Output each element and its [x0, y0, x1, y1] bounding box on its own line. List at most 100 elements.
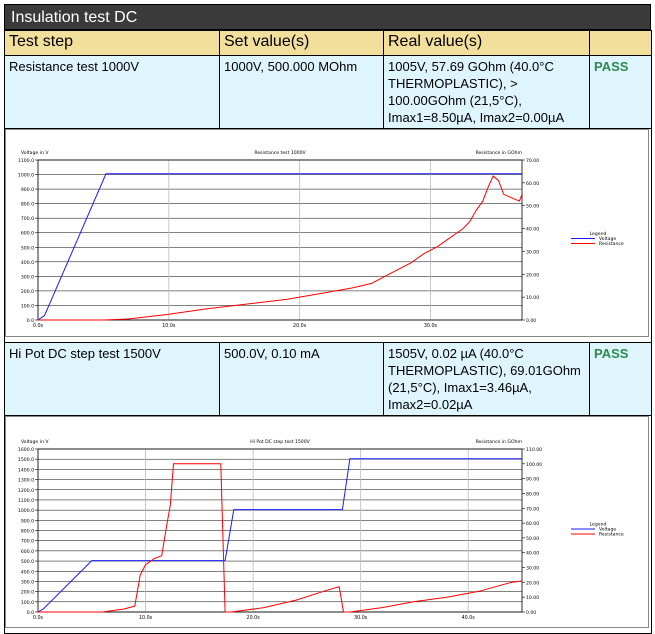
- set-value-cell: 1000V, 500.000 MOhm: [219, 55, 384, 129]
- legend-entry: Voltage: [599, 236, 616, 242]
- resistance-test-chart: 0.0 100.0 200.0 300.0 400.0 500.0 600.0 700.0 80…: [5, 129, 649, 337]
- section-title: Insulation test DC: [4, 4, 651, 30]
- y-axis-label: Voltage in V: [21, 150, 49, 156]
- y-tick-label: 1000.0: [18, 173, 34, 179]
- x-tick-label: 20.0s: [293, 323, 307, 329]
- chart-frame: [5, 129, 649, 337]
- column-header-result: [589, 30, 652, 56]
- series-line-resistance: [38, 463, 523, 613]
- plot-area: [37, 448, 523, 613]
- plot-area: [37, 159, 523, 321]
- x-tick-label: 30.0s: [354, 615, 368, 621]
- legend-entry: Voltage: [599, 527, 616, 533]
- y2-tick-label: 40.00: [526, 551, 539, 557]
- y2-tick-label: 60.00: [526, 521, 539, 527]
- legend-title: Legend: [590, 231, 607, 237]
- y-tick-label: 900.0: [21, 187, 34, 193]
- y2-tick-label: 0.00: [526, 610, 536, 616]
- chart-cell: 0.0 100.0 200.0 300.0 400.0 500.0 600.0 700.0 80…: [4, 415, 652, 634]
- result-badge: PASS: [589, 55, 652, 129]
- series-line-resistance: [38, 175, 523, 321]
- chart-row: 0.0 100.0 200.0 300.0 400.0 500.0 600.0 700.0 80…: [4, 415, 652, 634]
- table-row: Hi Pot DC step test 1500V 500.0V, 0.10 m…: [4, 342, 652, 416]
- x-tick-label: 0.0s: [33, 615, 44, 621]
- chart-title: Resistance test 1000V: [254, 150, 306, 156]
- hipot-step-test-chart: 0.0 100.0 200.0 300.0 400.0 500.0 600.0 700.0 80…: [5, 416, 649, 628]
- y-tick-label: 1100.0: [18, 158, 34, 164]
- y2-tick-label: 70.00: [526, 158, 539, 164]
- y-tick-label: 700.0: [21, 216, 34, 222]
- table-header: Test step Set value(s) Real value(s): [4, 30, 652, 56]
- y-tick-label: 900.0: [21, 518, 34, 524]
- y-tick-label: 700.0: [21, 539, 34, 545]
- y2-tick-label: 100.00: [526, 462, 542, 468]
- y2-axis-label: Resistance in GOhm: [476, 150, 523, 156]
- y2-tick-label: 20.00: [526, 272, 539, 278]
- series-line-voltage: [37, 458, 522, 613]
- y2-tick-label: 50.00: [526, 204, 539, 210]
- legend-entry: Resistance: [599, 532, 624, 538]
- y-tick-label: 200.0: [21, 590, 34, 596]
- y-tick-label: 1000.0: [18, 508, 34, 514]
- y-tick-label: 0.0: [27, 318, 34, 324]
- y2-tick-label: 90.00: [526, 477, 539, 483]
- chart-row: 0.0 100.0 200.0 300.0 400.0 500.0 600.0 700.0 80…: [4, 128, 652, 343]
- y-tick-label: 0.0: [27, 610, 34, 616]
- y2-tick-label: 20.00: [526, 580, 539, 586]
- chart-cell: 0.0 100.0 200.0 300.0 400.0 500.0 600.0 700.0 80…: [4, 128, 652, 343]
- y-tick-label: 1100.0: [18, 498, 34, 504]
- column-header-step: Test step: [4, 30, 220, 56]
- y-tick-label: 100.0: [21, 303, 34, 309]
- y2-tick-label: 40.00: [526, 227, 539, 233]
- y-tick-label: 100.0: [21, 600, 34, 606]
- results-table: Test step Set value(s) Real value(s) Res…: [4, 30, 652, 634]
- y-tick-label: 1400.0: [18, 467, 34, 473]
- x-tick-label: 10.0s: [162, 323, 176, 329]
- series-line-voltage: [37, 173, 522, 321]
- y-axis-label: Voltage in V: [21, 439, 49, 445]
- x-tick-label: 0.0s: [33, 323, 44, 329]
- y-tick-label: 500.0: [21, 559, 34, 565]
- y-tick-label: 300.0: [21, 274, 34, 280]
- x-tick-label: 30.0s: [424, 323, 438, 329]
- column-header-set: Set value(s): [219, 30, 384, 56]
- y2-tick-label: 10.00: [526, 595, 539, 601]
- result-badge: PASS: [589, 342, 652, 416]
- y-tick-label: 1200.0: [18, 488, 34, 494]
- y-tick-label: 400.0: [21, 569, 34, 575]
- y2-axis-label: Resistance in GOhm: [476, 439, 523, 445]
- y2-tick-label: 80.00: [526, 491, 539, 497]
- set-value-cell: 500.0V, 0.10 mA: [219, 342, 384, 416]
- y-tick-label: 500.0: [21, 245, 34, 251]
- y2-tick-label: 110.00: [526, 447, 542, 453]
- y-tick-label: 300.0: [21, 579, 34, 585]
- legend-entry: Resistance: [599, 241, 624, 247]
- column-header-real: Real value(s): [383, 30, 590, 56]
- y2-tick-label: 30.00: [526, 249, 539, 255]
- y2-tick-label: 70.00: [526, 506, 539, 512]
- y2-tick-label: 60.00: [526, 181, 539, 187]
- y-tick-label: 800.0: [21, 202, 34, 208]
- y-tick-label: 1500.0: [18, 457, 34, 463]
- y2-tick-label: 0.00: [526, 318, 536, 324]
- real-value-cell: 1505V, 0.02 µA (40.0°C THERMOPLASTIC), 6…: [383, 342, 590, 416]
- y-tick-label: 1600.0: [18, 447, 34, 453]
- test-step-cell: Resistance test 1000V: [4, 55, 220, 129]
- x-tick-label: 20.0s: [247, 615, 261, 621]
- y-tick-label: 400.0: [21, 260, 34, 266]
- y-tick-label: 200.0: [21, 289, 34, 295]
- real-value-cell: 1005V, 57.69 GOhm (40.0°C THERMOPLASTIC)…: [383, 55, 590, 129]
- y-tick-label: 800.0: [21, 529, 34, 535]
- legend-title: Legend: [590, 522, 607, 528]
- test-step-cell: Hi Pot DC step test 1500V: [4, 342, 220, 416]
- report-section: Insulation test DC Test step Set value(s…: [4, 4, 652, 634]
- y2-tick-label: 10.00: [526, 295, 539, 301]
- x-tick-label: 40.0s: [462, 615, 476, 621]
- y-tick-label: 600.0: [21, 549, 34, 555]
- chart-frame: [5, 416, 649, 628]
- y2-tick-label: 50.00: [526, 536, 539, 542]
- table-row: Resistance test 1000V 1000V, 500.000 MOh…: [4, 55, 652, 129]
- y-tick-label: 1300.0: [18, 478, 34, 484]
- y-tick-label: 600.0: [21, 231, 34, 237]
- chart-title: Hi Pot DC step test 1500V: [250, 439, 310, 445]
